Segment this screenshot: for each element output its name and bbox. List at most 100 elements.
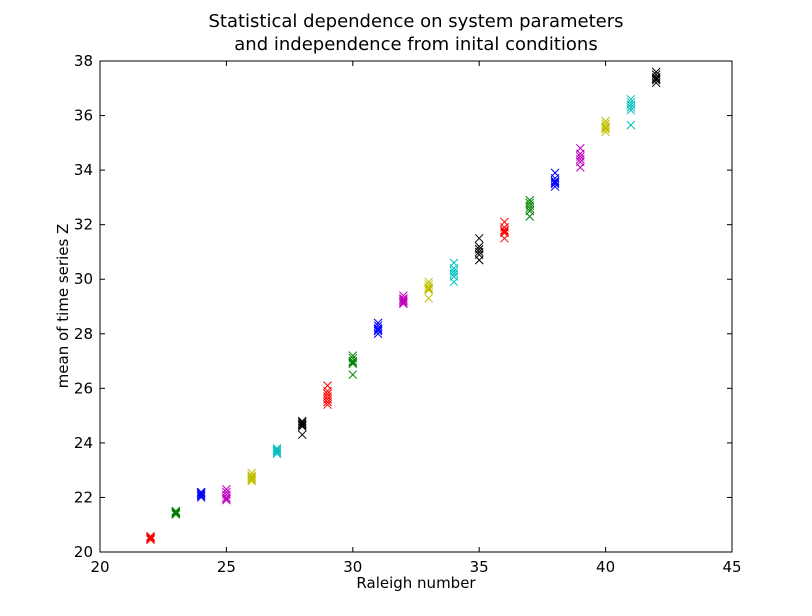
marker-stroke	[373, 321, 383, 330]
data-point	[222, 494, 231, 504]
data-point	[373, 321, 383, 330]
series-5	[272, 443, 282, 459]
marker-stroke	[348, 351, 358, 360]
marker-stroke	[449, 258, 459, 268]
data-point	[247, 468, 257, 478]
marker-stroke	[424, 293, 433, 303]
marker-stroke	[171, 508, 181, 518]
marker-stroke	[550, 176, 560, 186]
y-tick: 22	[74, 488, 732, 506]
marker-stroke	[651, 74, 661, 84]
marker-stroke	[651, 70, 661, 79]
data-point	[348, 358, 358, 367]
x-tick-label: 25	[217, 558, 236, 576]
data-point	[196, 491, 206, 501]
marker-stroke	[525, 198, 535, 208]
data-point	[525, 201, 535, 210]
chart-title-line-2: and independence from inital conditions	[234, 34, 597, 55]
data-point	[297, 420, 307, 430]
data-point	[449, 258, 459, 268]
series-9	[373, 318, 383, 339]
marker-stroke	[399, 295, 408, 305]
marker-stroke	[449, 266, 459, 276]
data-point	[272, 445, 282, 455]
data-point	[474, 233, 484, 243]
x-tick: 35	[470, 61, 489, 576]
data-point	[348, 351, 358, 360]
marker-stroke	[196, 488, 206, 497]
data-point	[247, 475, 257, 485]
y-tick: 20	[74, 543, 732, 561]
marker-stroke	[297, 416, 307, 426]
data-point	[575, 143, 585, 153]
data-point	[272, 443, 282, 453]
data-point	[651, 70, 661, 79]
data-point	[323, 389, 332, 399]
y-tick: 38	[74, 52, 732, 70]
x-tick: 20	[90, 61, 110, 576]
data-point	[601, 119, 610, 129]
series-1	[171, 506, 181, 519]
y-tick: 26	[74, 379, 732, 397]
y-tick-label: 22	[74, 488, 93, 506]
series-20	[651, 67, 661, 88]
data-point	[348, 353, 358, 363]
series-11	[424, 277, 433, 303]
data-point	[550, 178, 560, 187]
marker-stroke	[626, 120, 636, 130]
y-tick: 24	[74, 434, 732, 452]
x-tick-label: 30	[343, 558, 362, 576]
data-point	[171, 508, 181, 517]
marker-stroke	[424, 280, 433, 290]
marker-stroke	[399, 293, 408, 303]
data-point	[222, 487, 231, 497]
marker-stroke	[222, 494, 231, 504]
series-7	[323, 381, 332, 410]
marker-stroke	[348, 358, 358, 367]
marker-stroke	[171, 507, 181, 516]
marker-stroke	[500, 225, 509, 235]
data-point	[272, 446, 282, 456]
data-point	[171, 508, 181, 518]
marker-stroke	[171, 508, 181, 517]
marker-stroke	[399, 298, 408, 307]
marker-stroke	[146, 531, 155, 541]
x-axis-label: Raleigh number	[356, 574, 476, 592]
data-point	[323, 381, 332, 390]
marker-stroke	[272, 446, 282, 456]
x-tick: 40	[596, 61, 615, 576]
data-point	[399, 298, 408, 307]
data-point	[474, 244, 484, 254]
y-tick-label: 38	[74, 52, 93, 70]
data-point	[196, 490, 206, 500]
marker-stroke	[196, 488, 206, 498]
marker-stroke	[222, 487, 231, 497]
marker-stroke	[247, 468, 257, 478]
marker-stroke	[323, 381, 332, 390]
data-point	[601, 116, 610, 126]
marker-stroke	[297, 420, 307, 430]
y-tick-label: 32	[74, 216, 93, 234]
marker-stroke	[146, 532, 155, 542]
data-point	[196, 488, 206, 497]
y-tick-label: 34	[74, 161, 93, 179]
data-point	[323, 397, 332, 407]
marker-stroke	[196, 490, 206, 500]
data-point	[651, 67, 661, 77]
marker-stroke	[297, 430, 307, 440]
marker-stroke	[146, 534, 155, 544]
data-point	[196, 488, 206, 498]
marker-stroke	[348, 370, 358, 380]
marker-stroke	[550, 178, 560, 187]
data-point	[247, 472, 257, 482]
data-point	[171, 507, 181, 516]
marker-stroke	[247, 475, 257, 485]
y-tick: 34	[74, 161, 732, 179]
data-point	[171, 510, 181, 519]
x-tick: 45	[722, 61, 742, 576]
marker-stroke	[272, 443, 282, 453]
series-18	[601, 116, 610, 137]
series-15	[525, 195, 535, 221]
series-4	[247, 468, 257, 486]
marker-stroke	[171, 510, 181, 519]
